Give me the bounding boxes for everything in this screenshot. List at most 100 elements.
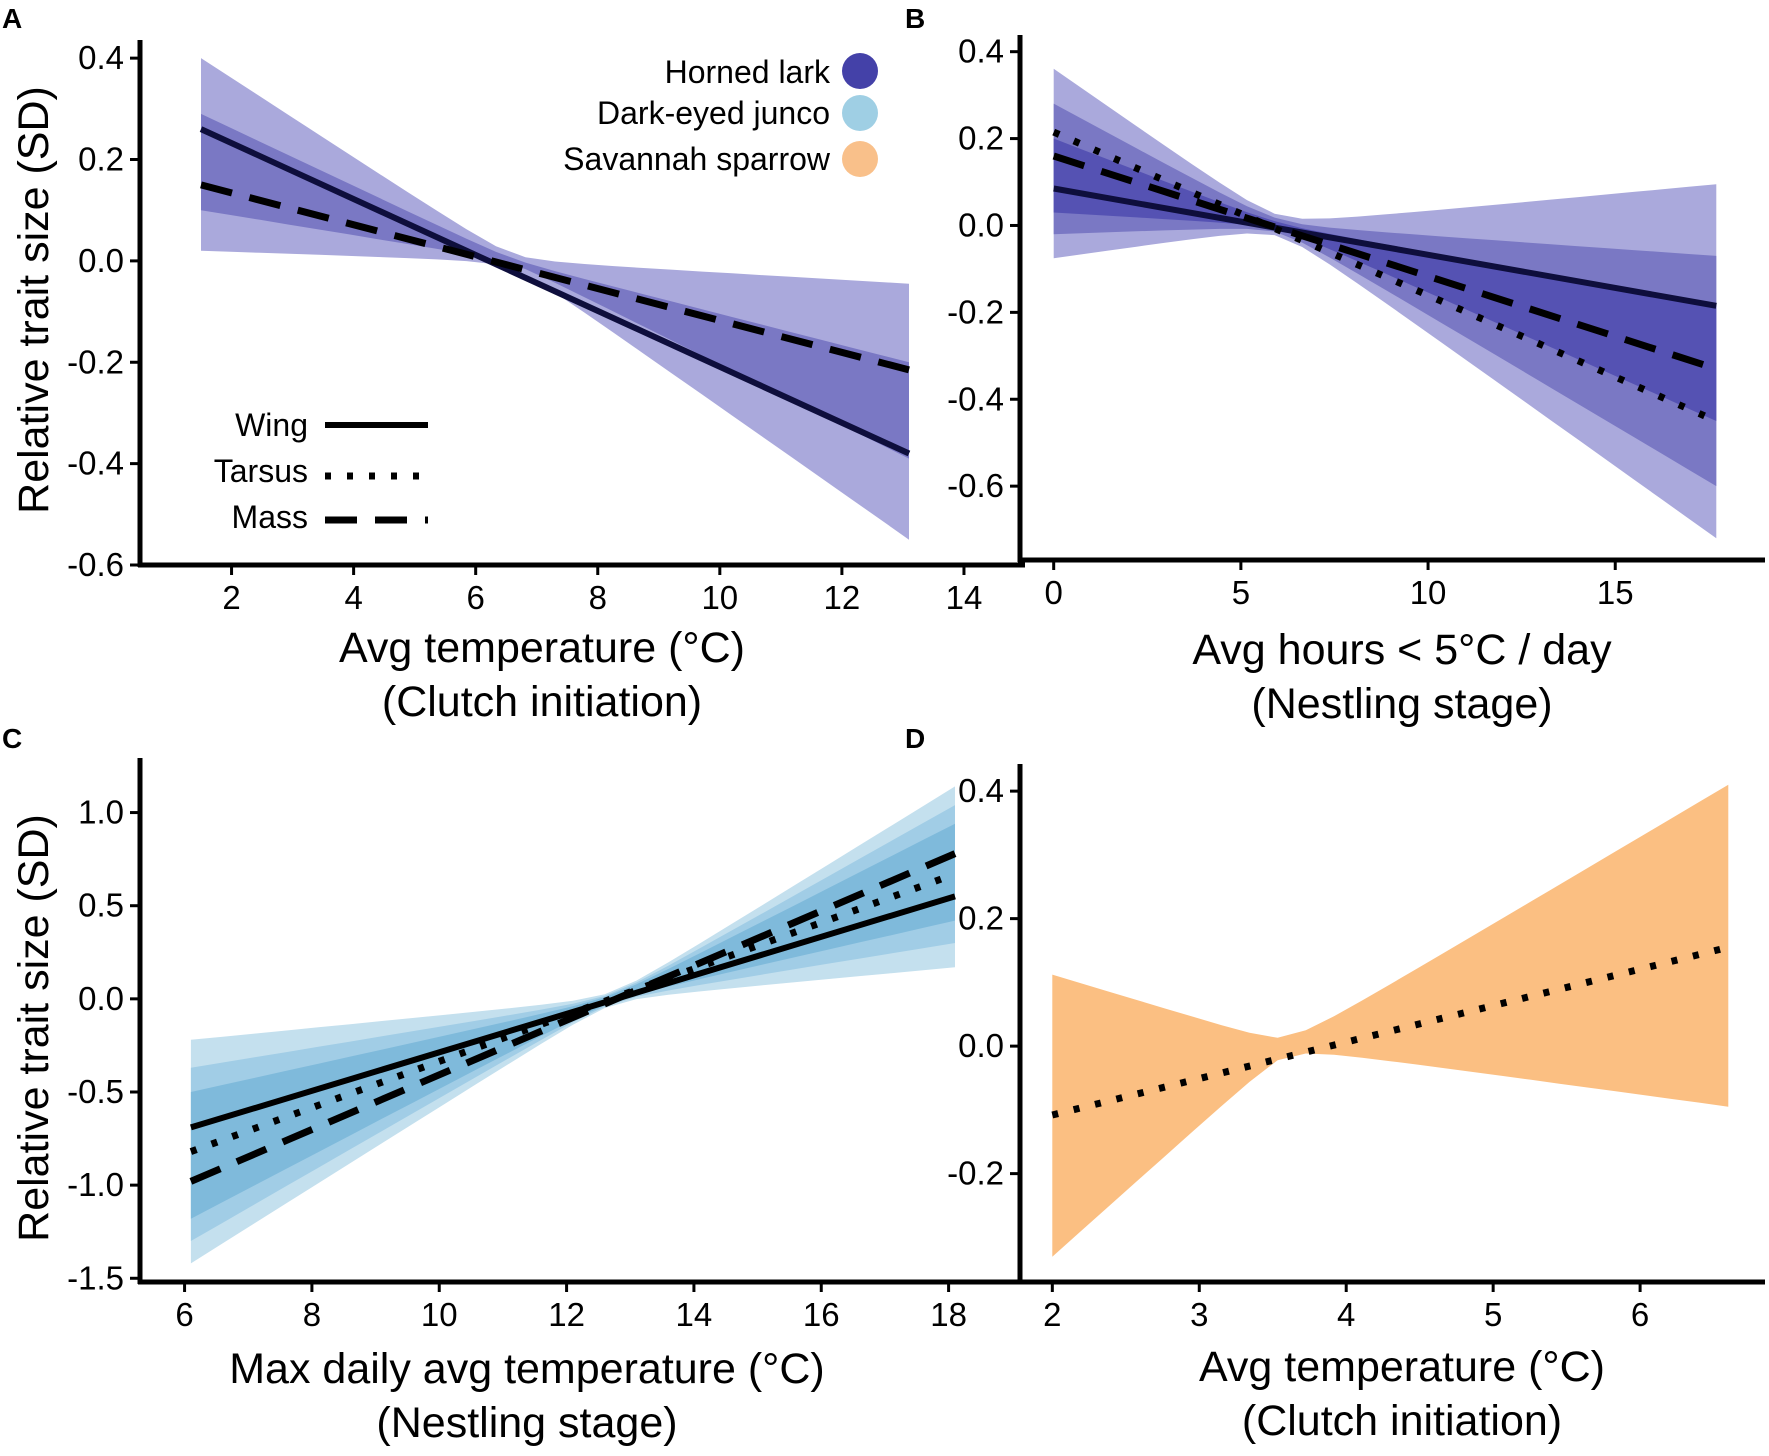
panel-c-x-tick-label: 10 <box>421 1296 458 1333</box>
panel-letter-d: D <box>905 723 925 754</box>
panel-a-x-tick-label: 4 <box>344 579 362 616</box>
panel-a-y-tick-label: 0.4 <box>78 39 124 76</box>
panel-a-x-tick-label: 8 <box>589 579 607 616</box>
panel-d-y-tick-label: 0.0 <box>958 1027 1004 1064</box>
panel-c-x-axis-title-line1: Max daily avg temperature (°C) <box>229 1345 825 1393</box>
panel-d-x-tick-label: 3 <box>1190 1296 1208 1333</box>
legend-label-savannah-sparrow: Savannah sparrow <box>563 141 831 177</box>
panel-d-ticks: 2 3 4 5 6 -0.2 0.0 0.2 0.4 <box>947 772 1649 1333</box>
panel-c-y-axis-title: Relative trait size (SD) <box>10 814 58 1242</box>
panel-a-x-tick-label: 10 <box>701 579 738 616</box>
panel-d-bands <box>1052 784 1729 1257</box>
panel-b-x-axis-title-line1: Avg hours < 5°C / day <box>1192 626 1612 674</box>
panel-b: B 0 5 10 15 -0.6 -0.4 -0.2 0.0 0.2 0.4 Avg hours … <box>905 3 1765 728</box>
panel-c-ticks: 6 8 10 12 14 16 18 -1.5 -1.0 -0.5 0.0 0.5 1.0 <box>67 794 967 1333</box>
legend-item-wing: Wing <box>235 407 428 443</box>
panel-a-x-axis-title-line2: (Clutch initiation) <box>382 678 702 726</box>
panel-a-lines <box>199 126 911 457</box>
panel-letter-a: A <box>2 3 22 34</box>
panel-a-ticks: 2 4 6 8 10 12 14 -0.6 -0.4 -0.2 0.0 0.2 0.4 <box>67 39 982 616</box>
panel-a-x-axis-title-line1: Avg temperature (°C) <box>339 624 745 672</box>
legend-label-tarsus: Tarsus <box>214 453 308 489</box>
panel-b-y-tick-label: 0.2 <box>958 120 1004 157</box>
panel-a-x-tick-label: 12 <box>824 579 861 616</box>
panel-b-y-tick-label: -0.4 <box>947 380 1004 417</box>
legend-item-horned-lark: Horned lark <box>665 53 878 90</box>
panel-c-axes <box>137 758 1025 1285</box>
panel-a-band-2 <box>201 113 909 459</box>
panel-b-bands <box>1053 68 1717 539</box>
panel-b-line-wing <box>1053 185 1717 309</box>
trait-legend: Wing Tarsus Mass <box>214 407 428 535</box>
legend-label-mass: Mass <box>232 499 308 535</box>
panel-c-y-tick-label: 0.0 <box>78 980 124 1017</box>
panel-a-y-tick-label: 0.2 <box>78 141 124 178</box>
panel-c: C 6 8 10 12 14 16 18 -1.5 -1.0 -0.5 0.0 0.5 1.0 Rela… <box>2 723 1025 1447</box>
panel-a: A 2 4 6 8 10 12 14 -0.6 -0.4 -0.2 0.0 0.2 0.4 Relati… <box>2 3 1025 726</box>
panel-letter-c: C <box>2 723 22 754</box>
legend-item-dark-eyed-junco: Dark-eyed junco <box>597 95 878 131</box>
panel-c-y-tick-label: -1.5 <box>67 1259 124 1296</box>
panel-d-x-axis-title-line2: (Clutch initiation) <box>1242 1397 1562 1445</box>
legend-item-tarsus: Tarsus <box>214 453 428 489</box>
panel-b-band-1 <box>1053 68 1717 539</box>
panel-a-y-tick-label: -0.2 <box>67 343 124 380</box>
panel-c-y-tick-label: 0.5 <box>78 887 124 924</box>
legend-item-mass: Mass <box>232 499 428 535</box>
panel-c-y-tick-label: 1.0 <box>78 794 124 831</box>
panel-c-x-axis-title-line2: (Nestling stage) <box>376 1399 677 1447</box>
panel-a-y-axis-title: Relative trait size (SD) <box>10 86 58 514</box>
legend-swatch-savannah-sparrow <box>842 141 878 177</box>
panel-b-y-tick-label: -0.6 <box>947 467 1004 504</box>
legend-label-horned-lark: Horned lark <box>665 54 831 90</box>
panel-c-line-tarsus <box>189 870 957 1155</box>
panel-c-x-tick-label: 6 <box>175 1296 193 1333</box>
panel-c-x-tick-label: 12 <box>548 1296 585 1333</box>
panel-a-bands <box>201 58 909 540</box>
panel-c-band-2 <box>190 805 955 1241</box>
panel-letter-b: B <box>905 3 925 34</box>
panel-b-lines <box>1052 128 1718 425</box>
panel-b-x-tick-label: 10 <box>1410 574 1447 611</box>
panel-a-axes <box>137 40 1025 568</box>
panel-c-line-mass <box>189 850 957 1185</box>
panel-a-x-tick-label: 14 <box>946 579 983 616</box>
panel-a-line-mass <box>200 181 910 374</box>
panel-d-y-tick-label: -0.2 <box>947 1155 1004 1192</box>
panel-d-x-tick-label: 5 <box>1484 1296 1502 1333</box>
panel-b-x-axis-title-line2: (Nestling stage) <box>1251 680 1552 728</box>
legend-swatch-horned-lark <box>842 53 878 89</box>
panel-b-line-mass <box>1052 152 1718 373</box>
panel-a-x-tick-label: 2 <box>222 579 240 616</box>
panel-c-line-wing <box>190 893 956 1131</box>
species-legend: Horned lark Dark-eyed junco Savannah spa… <box>563 53 878 177</box>
panel-b-ticks: 0 5 10 15 -0.6 -0.4 -0.2 0.0 0.2 0.4 <box>947 33 1633 611</box>
panel-c-lines <box>189 850 957 1185</box>
panel-c-band-3 <box>190 823 955 1219</box>
panel-a-band-1 <box>201 58 909 540</box>
panel-c-y-tick-label: -1.0 <box>67 1166 124 1203</box>
panel-b-x-tick-label: 15 <box>1597 574 1634 611</box>
panel-b-x-tick-label: 5 <box>1232 574 1250 611</box>
panel-b-y-tick-label: 0.0 <box>958 206 1004 243</box>
panel-a-y-tick-label: -0.6 <box>67 546 124 583</box>
panel-b-y-tick-label: -0.2 <box>947 293 1004 330</box>
panel-b-x-tick-label: 0 <box>1045 574 1063 611</box>
panel-d: D 2 3 4 5 6 -0.2 0.0 0.2 0.4 Avg temperature (°C… <box>905 723 1765 1445</box>
panel-a-y-tick-label: 0.0 <box>78 242 124 279</box>
panel-d-band-1 <box>1052 784 1729 1257</box>
panel-c-x-tick-label: 8 <box>303 1296 321 1333</box>
panel-a-line-wing <box>199 126 911 457</box>
panel-c-y-tick-label: -0.5 <box>67 1073 124 1110</box>
panel-b-axes <box>1017 35 1765 563</box>
panel-c-x-tick-label: 18 <box>930 1296 967 1333</box>
panel-d-x-axis-title-line1: Avg temperature (°C) <box>1199 1343 1605 1391</box>
panel-a-y-tick-label: -0.4 <box>67 445 124 482</box>
legend-label-wing: Wing <box>235 407 308 443</box>
panel-b-y-tick-label: 0.4 <box>958 33 1004 70</box>
panel-d-y-tick-label: 0.2 <box>958 900 1004 937</box>
panel-d-x-tick-label: 4 <box>1337 1296 1355 1333</box>
panel-b-band-2 <box>1053 103 1717 487</box>
panel-c-x-tick-label: 16 <box>803 1296 840 1333</box>
